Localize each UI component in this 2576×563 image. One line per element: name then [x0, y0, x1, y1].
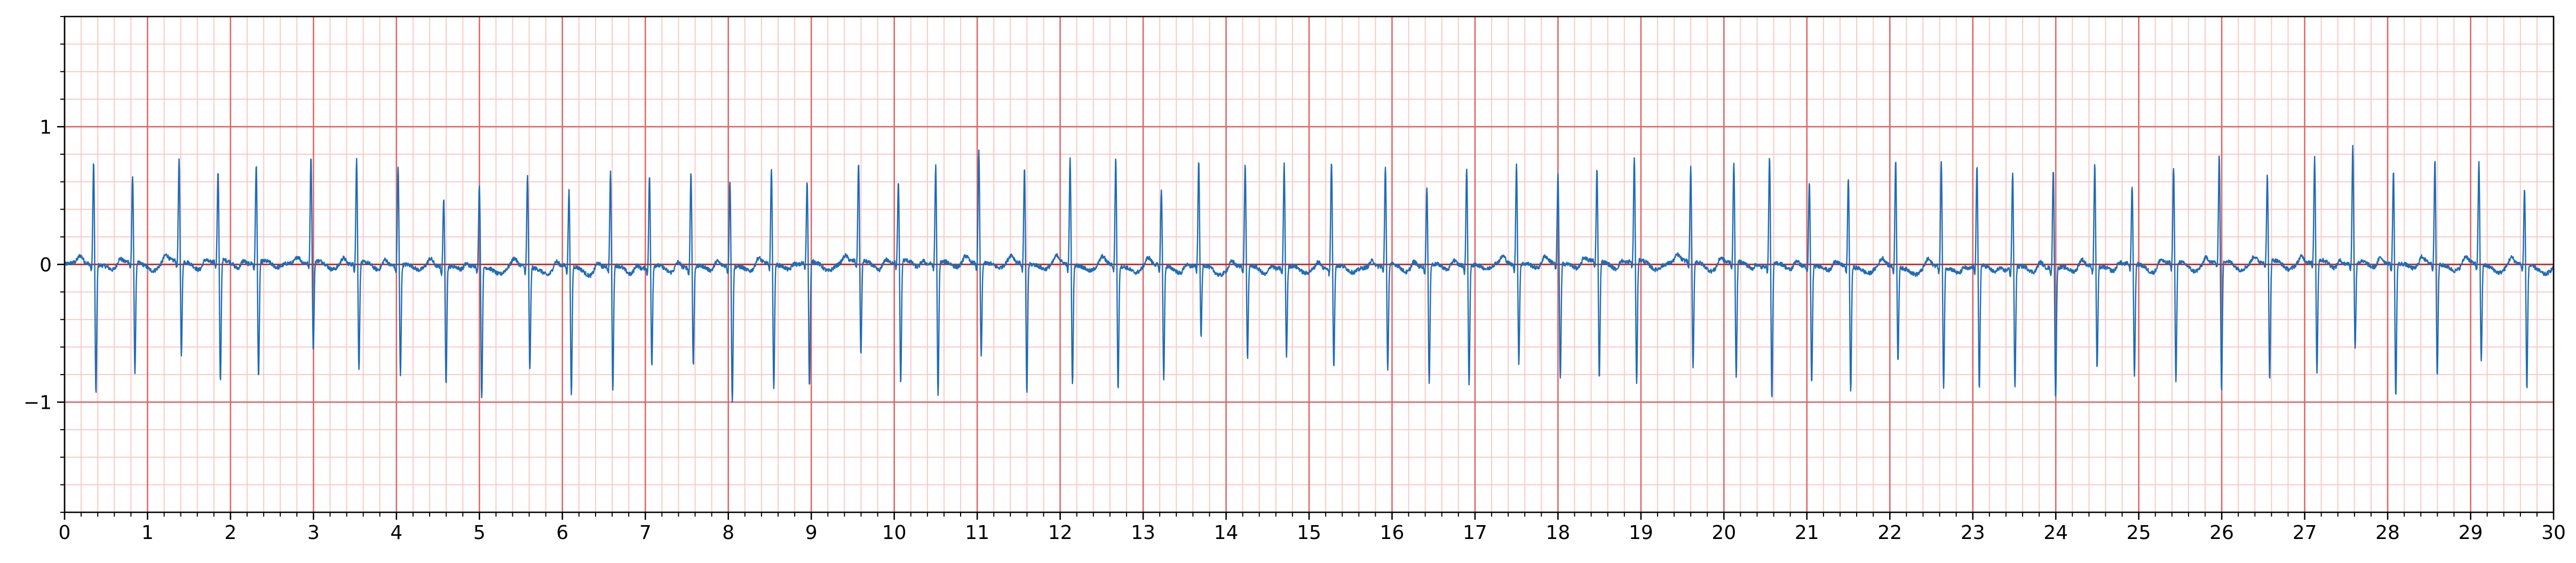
y-tick-label: 0 — [39, 255, 52, 276]
x-tick-label: 12 — [1048, 522, 1073, 544]
x-tick-label: 24 — [2043, 522, 2068, 544]
x-tick-label: 25 — [2127, 522, 2151, 544]
y-tick-label: −1 — [23, 392, 52, 414]
x-tick-label: 30 — [2541, 522, 2566, 544]
x-tick-label: 28 — [2375, 522, 2400, 544]
x-tick-label: 18 — [1545, 522, 1570, 544]
x-tick-label: 3 — [307, 522, 320, 544]
x-tick-label: 27 — [2293, 522, 2317, 544]
x-tick-label: 1 — [141, 522, 154, 544]
x-tick-label: 15 — [1297, 522, 1321, 544]
x-tick-label: 23 — [1961, 522, 1985, 544]
x-tick-label: 4 — [390, 522, 402, 544]
x-tick-label: 20 — [1711, 522, 1736, 544]
x-tick-label: 6 — [556, 522, 568, 544]
x-tick-label: 26 — [2209, 522, 2234, 544]
x-tick-label: 0 — [59, 522, 71, 544]
x-tick-label: 22 — [1877, 522, 1902, 544]
x-tick-label: 13 — [1131, 522, 1155, 544]
x-tick-label: 2 — [224, 522, 236, 544]
x-tick-label: 21 — [1795, 522, 1819, 544]
y-tick-label: 1 — [39, 116, 52, 138]
x-tick-label: 17 — [1463, 522, 1487, 544]
ecg-trace-line — [64, 145, 2555, 403]
ecg-trace-layer — [64, 145, 2555, 403]
y-axis-ticks: −1 0 1 — [23, 16, 65, 513]
x-tick-label: 29 — [2459, 522, 2483, 544]
x-tick-label: 7 — [639, 522, 652, 544]
x-tick-label: 16 — [1380, 522, 1405, 544]
x-tick-label: 5 — [473, 522, 486, 544]
x-tick-label: 14 — [1214, 522, 1239, 544]
x-tick-label: 9 — [805, 522, 818, 544]
x-tick-label: 19 — [1629, 522, 1653, 544]
x-tick-label: 8 — [722, 522, 734, 544]
x-axis-ticks: 0 1 2 3 4 5 6 7 8 9 10 11 12 13 14 15 16 17 18 19 20 21 22 23 24… — [59, 512, 2566, 544]
x-tick-label: 10 — [882, 522, 907, 544]
x-tick-label: 11 — [965, 522, 989, 544]
